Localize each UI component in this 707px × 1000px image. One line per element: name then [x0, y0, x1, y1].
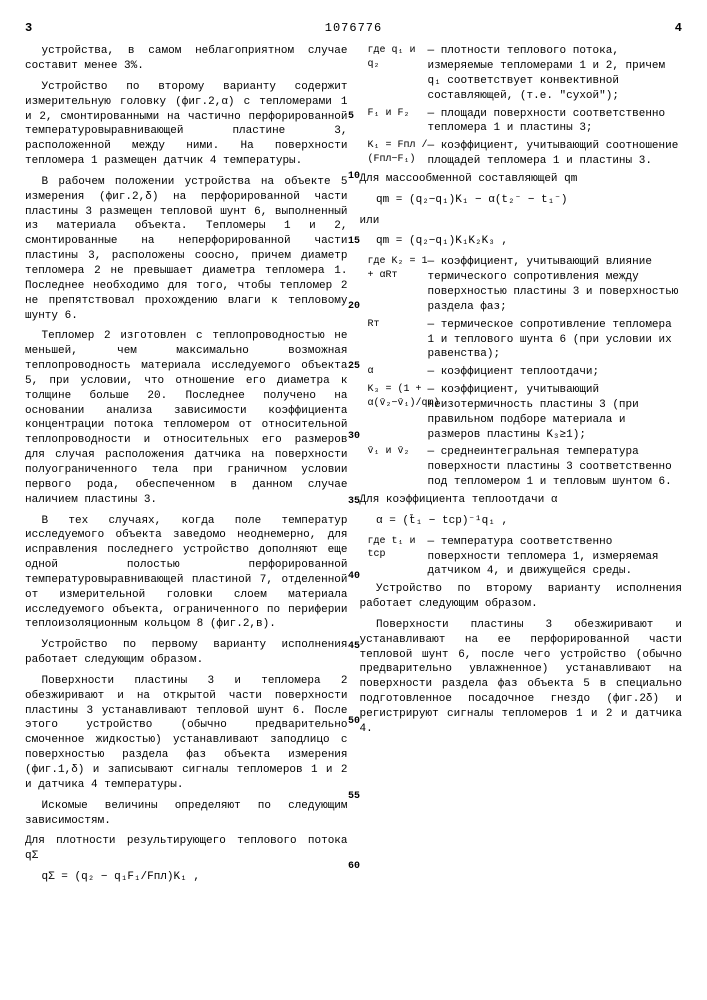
line-marker: 50: [348, 715, 360, 729]
para: Для коэффициента теплоотдачи α: [360, 493, 683, 508]
para: или: [360, 214, 683, 229]
def-text: — коэффициент, учитывающий соотношение п…: [428, 139, 683, 169]
line-marker: 40: [348, 570, 360, 584]
definition-row: α — коэффициент теплоотдачи;: [360, 365, 683, 380]
definition-row: F₁ и F₂ — площади поверхности соответств…: [360, 107, 683, 137]
para: Устройство по второму варианту содержит …: [25, 80, 348, 169]
line-marker: 15: [348, 235, 360, 249]
def-symbol: F₁ и F₂: [360, 107, 428, 137]
para: Поверхности пластины 3 и тепломера 2 обе…: [25, 674, 348, 793]
line-marker: 5: [348, 110, 354, 124]
definition-row: где t₁ и tср — температура соответственн…: [360, 535, 683, 580]
page-num-left: 3: [25, 20, 32, 36]
formula: qm = (q₂−q₁)K₁K₂K₃ ,: [360, 234, 683, 249]
def-text: — плотности теплового потока, измеряемые…: [428, 44, 683, 103]
para: Устройство по второму варианту исполнени…: [360, 582, 683, 612]
def-text: — площади поверхности соответственно теп…: [428, 107, 683, 137]
definition-row: K₃ = (1 + α(v̄₂−v̄₁)/qm) — коэффициент, …: [360, 383, 683, 442]
right-column: где q₁ и q₂ — плотности теплового потока…: [360, 44, 683, 891]
def-symbol: v̄₁ и v̄₂: [360, 445, 428, 490]
def-symbol: K₁ = Fпл / (Fпл−F₁): [360, 139, 428, 169]
formula: qΣ = (q₂ − q₁F₁/Fпл)K₁ ,: [25, 870, 348, 885]
para: В тех случаях, когда поле температур исс…: [25, 514, 348, 633]
definition-row: K₁ = Fпл / (Fпл−F₁) — коэффициент, учиты…: [360, 139, 683, 169]
def-text: — среднеинтегральная температура поверхн…: [428, 445, 683, 490]
def-text: — коэффициент теплоотдачи;: [428, 365, 683, 380]
page-header: 3 1076776 4: [25, 20, 682, 36]
document-number: 1076776: [325, 20, 382, 36]
para: Поверхности пластины 3 обезжиривают и ус…: [360, 618, 683, 737]
para: устройства, в самом неблагоприятном случ…: [25, 44, 348, 74]
para: В рабочем положении устройства на объект…: [25, 175, 348, 323]
line-marker: 20: [348, 300, 360, 314]
def-text: — коэффициент, учитывающий влияние терми…: [428, 255, 683, 314]
left-column: устройства, в самом неблагоприятном случ…: [25, 44, 348, 891]
def-symbol: Rт: [360, 318, 428, 363]
def-symbol: K₃ = (1 + α(v̄₂−v̄₁)/qm): [360, 383, 428, 442]
line-marker: 55: [348, 790, 360, 804]
definition-row: где q₁ и q₂ — плотности теплового потока…: [360, 44, 683, 103]
line-marker: 30: [348, 430, 360, 444]
page-num-right: 4: [675, 20, 682, 36]
def-text: — коэффициент, учитывающий неизотермично…: [428, 383, 683, 442]
def-symbol: где q₁ и q₂: [360, 44, 428, 103]
formula: qm = (q₂−q₁)K₁ − α(t₂⁻ − t₁⁻): [360, 193, 683, 208]
line-marker: 10: [348, 170, 360, 184]
def-text: — температура соответственно поверхности…: [428, 535, 683, 580]
def-text: — термическое сопротивление тепломера 1 …: [428, 318, 683, 363]
line-marker: 60: [348, 860, 360, 874]
definition-row: где K₂ = 1 + αRт — коэффициент, учитываю…: [360, 255, 683, 314]
para: Для плотности результирующего теплового …: [25, 834, 348, 864]
line-marker: 25: [348, 360, 360, 374]
definition-row: v̄₁ и v̄₂ — среднеинтегральная температу…: [360, 445, 683, 490]
line-marker: 35: [348, 495, 360, 509]
def-symbol: где t₁ и tср: [360, 535, 428, 580]
para: Искомые величины определяют по следующим…: [25, 799, 348, 829]
definition-row: Rт — термическое сопротивление тепломера…: [360, 318, 683, 363]
para: Тепломер 2 изготовлен с теплопроводность…: [25, 329, 348, 507]
def-symbol: где K₂ = 1 + αRт: [360, 255, 428, 314]
def-symbol: α: [360, 365, 428, 380]
para: Для массообменной составляющей qm: [360, 172, 683, 187]
para: Устройство по первому варианту исполнени…: [25, 638, 348, 668]
line-marker: 45: [348, 640, 360, 654]
formula: α = (t̄₁ − tср)⁻¹q₁ ,: [360, 514, 683, 529]
